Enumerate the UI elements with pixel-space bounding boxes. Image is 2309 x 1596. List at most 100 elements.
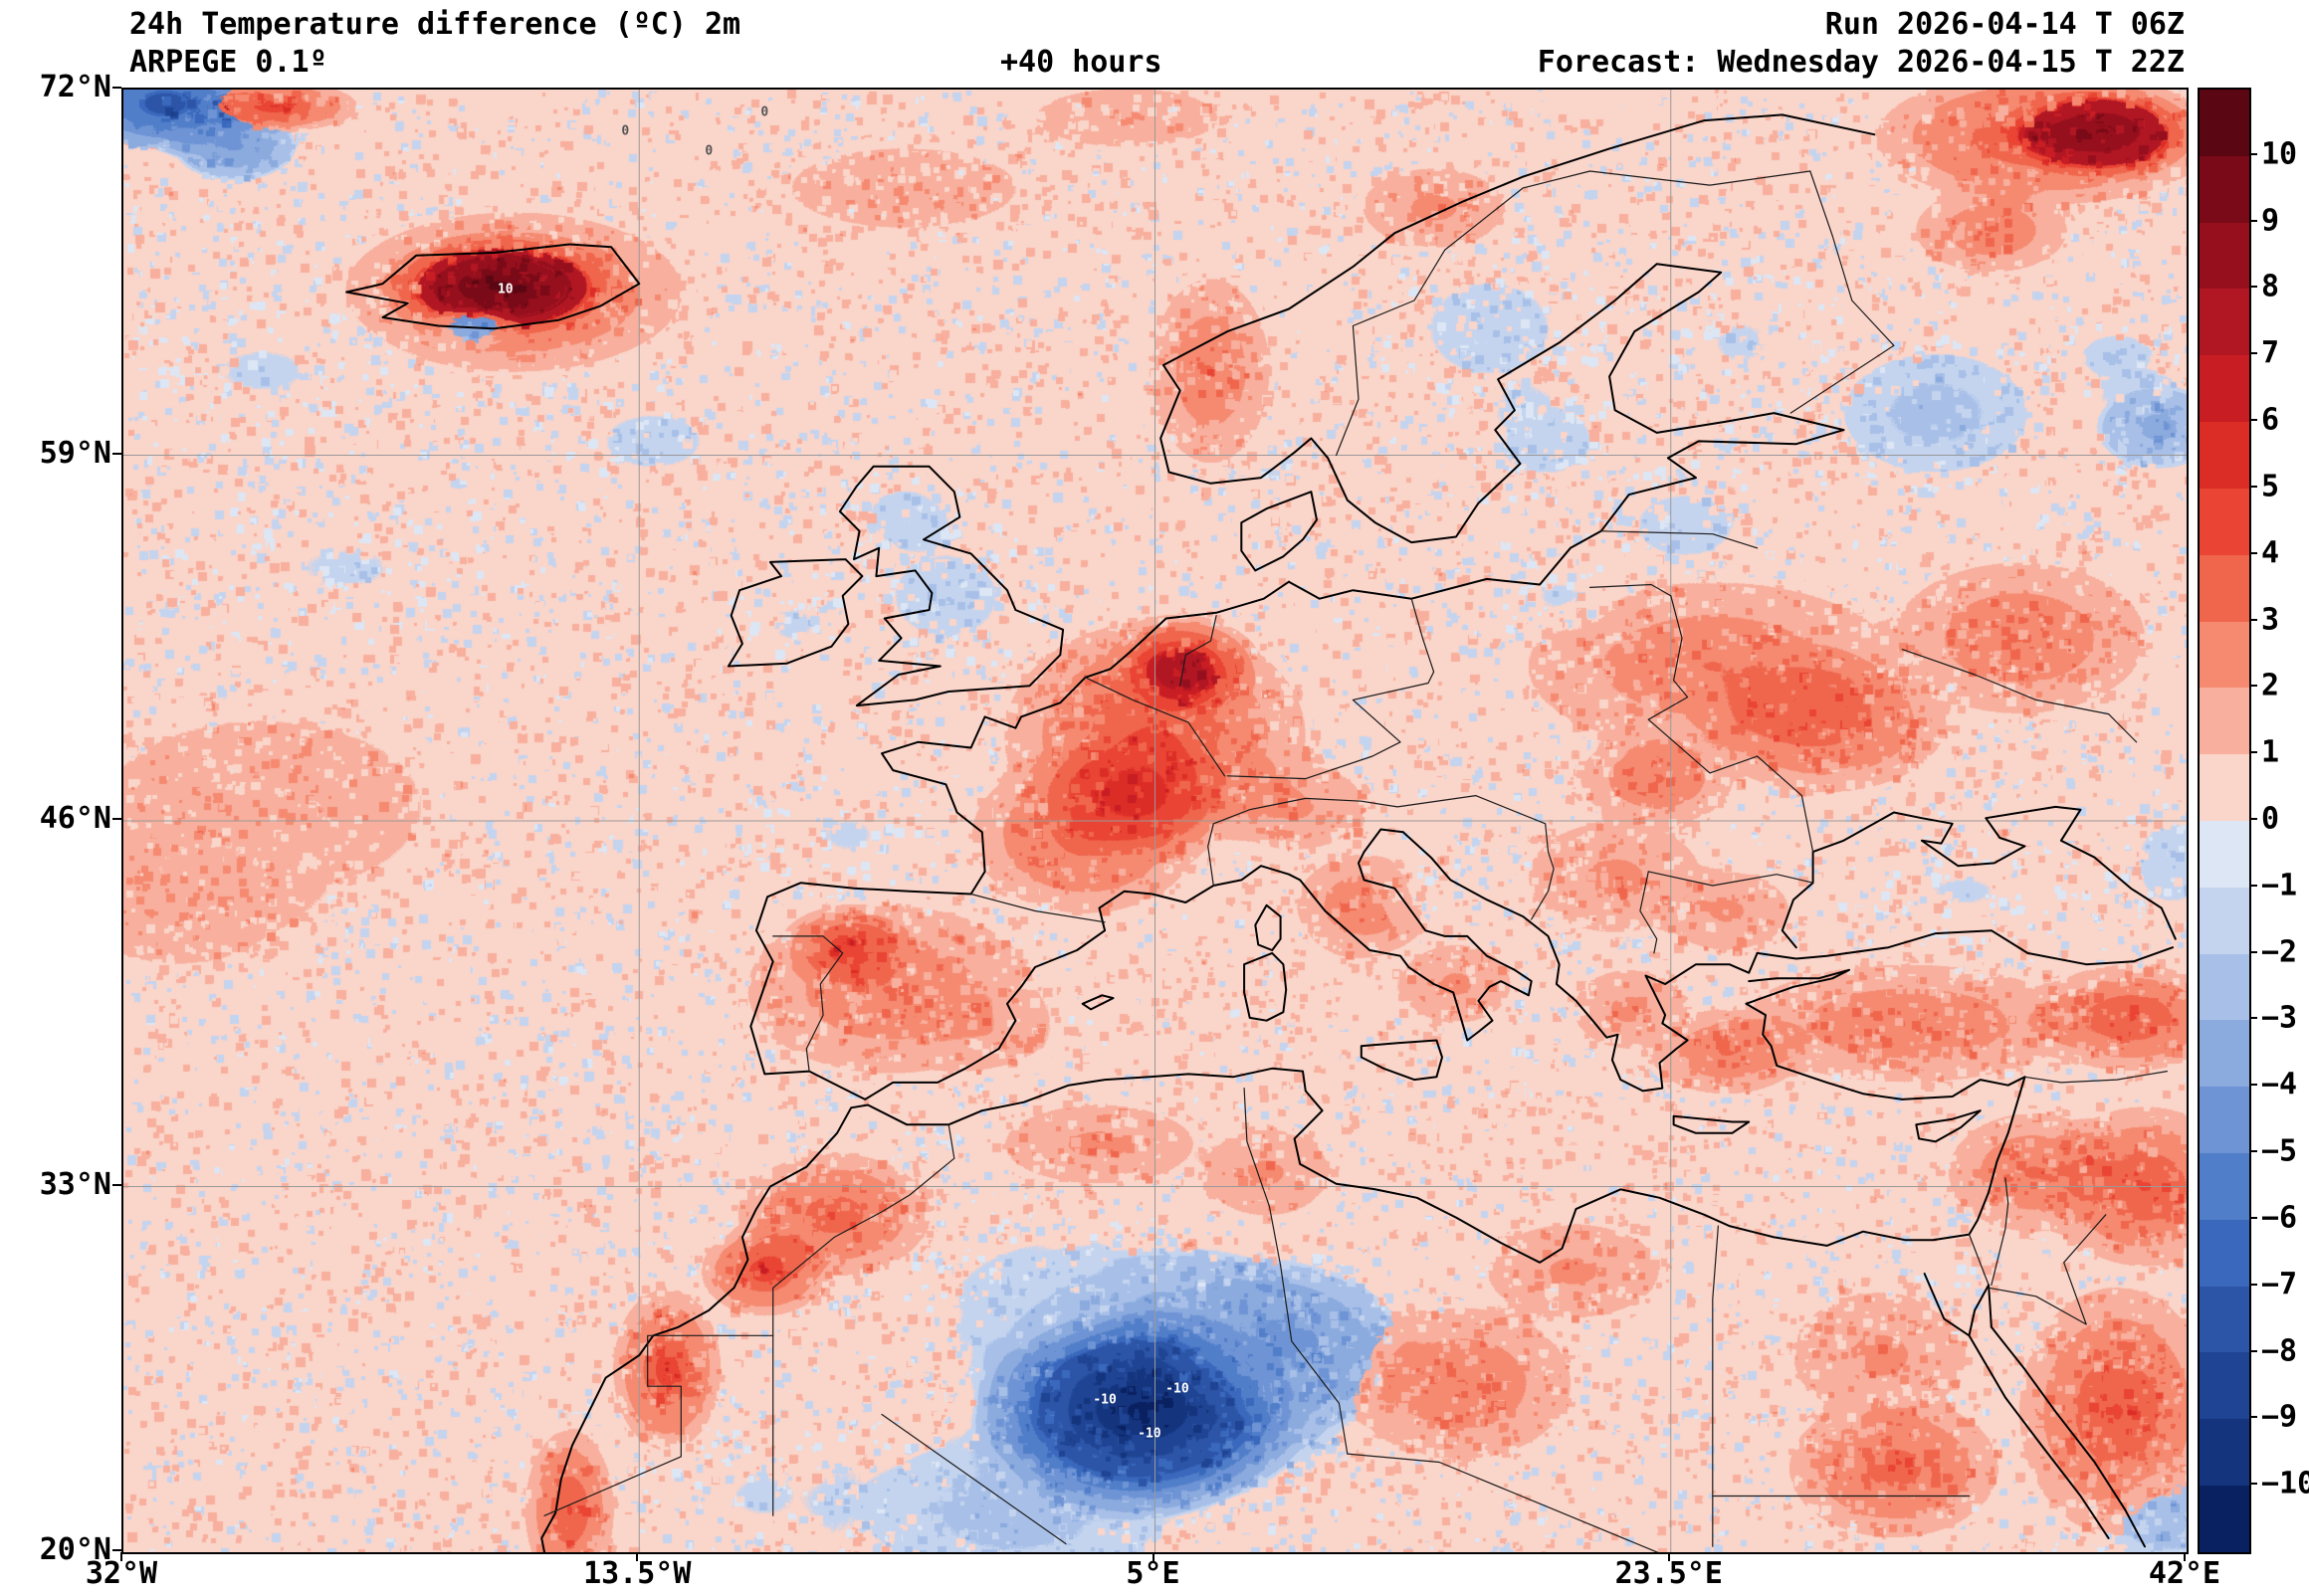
colorbar-tick-label: −8 <box>2261 1333 2298 1369</box>
colorbar-segment <box>2200 222 2249 290</box>
lat-tick-label: 72°N <box>39 70 111 104</box>
colorbar-tick-label: 10 <box>2261 136 2298 172</box>
coastline-path <box>1288 429 1845 600</box>
contour-value-label: 10 <box>497 282 514 298</box>
lon-tick-label: 42°E <box>2148 1556 2221 1591</box>
coastline-path <box>1968 1334 2110 1539</box>
country-border-path <box>2023 1070 2168 1084</box>
colorbar-segment <box>2200 554 2249 622</box>
lat-tick-label: 59°N <box>39 435 111 471</box>
country-border-path <box>1968 1233 1990 1287</box>
colorbar-segment <box>2200 1286 2249 1353</box>
colorbar-tick-label: −3 <box>2261 1000 2298 1036</box>
lon-tick-label: 5°E <box>1126 1556 1180 1591</box>
run-label: Run 2026-04-14 T 06Z <box>1824 7 2185 42</box>
colorbar-segment <box>2200 289 2249 356</box>
colorbar-segment <box>2200 953 2249 1021</box>
lat-tick-mark <box>112 87 121 89</box>
country-border-path <box>1588 583 1672 597</box>
lat-tick-mark <box>112 452 121 455</box>
lon-tick-label: 13.5°W <box>583 1556 692 1591</box>
lon-tick-label: 23.5°E <box>1614 1556 1723 1591</box>
coastline-path <box>1988 1284 2146 1548</box>
colorbar-tick-label: −5 <box>2261 1133 2298 1169</box>
model-label: ARPEGE 0.1º <box>129 45 327 80</box>
colorbar-tick-mark <box>2249 152 2257 155</box>
coastline-path <box>727 558 864 668</box>
colorbar-tick-mark <box>2249 950 2257 953</box>
lat-tick-mark <box>112 1183 121 1186</box>
country-border-path <box>1335 170 1811 457</box>
colorbar-tick-mark <box>2249 884 2257 887</box>
country-border-path <box>1991 1177 2009 1287</box>
contour-value-label: 0 <box>621 123 630 139</box>
lat-tick-mark <box>112 818 121 820</box>
colorbar-segment <box>2200 621 2249 689</box>
country-border-path <box>1789 170 1895 414</box>
colorbar-tick-label: −7 <box>2261 1267 2298 1302</box>
coastline-path <box>1923 1273 1991 1337</box>
lon-tick-mark <box>1152 1552 1154 1561</box>
colorbar-tick-mark <box>2249 1216 2257 1219</box>
contour-value-label: -10 <box>1138 1426 1161 1442</box>
colorbar <box>2198 88 2251 1554</box>
coastline-path <box>1745 968 2026 1100</box>
country-border-path <box>881 1413 1067 1545</box>
lon-tick-mark <box>1667 1552 1670 1561</box>
colorbar-tick-mark <box>2249 1483 2257 1486</box>
lat-tick-label: 33°N <box>39 1166 111 1202</box>
colorbar-segment <box>2200 422 2249 489</box>
colorbar-tick-label: 1 <box>2261 734 2280 770</box>
colorbar-tick-label: −2 <box>2261 934 2298 970</box>
colorbar-tick-mark <box>2249 685 2257 688</box>
colorbar-tick-mark <box>2249 419 2257 422</box>
colorbar-tick-mark <box>2249 1349 2257 1352</box>
colorbar-tick-mark <box>2249 286 2257 289</box>
colorbar-tick-mark <box>2249 1084 2257 1087</box>
country-border-path <box>1600 530 1759 549</box>
country-border-path <box>1084 677 1226 777</box>
colorbar-segment <box>2200 820 2249 888</box>
coastline-path <box>1299 828 1533 1042</box>
lon-tick-mark <box>2184 1552 2186 1561</box>
coastline-path <box>1360 1039 1443 1082</box>
country-border-path <box>772 1123 955 1336</box>
contour-value-label: 0 <box>760 104 769 120</box>
country-border-path <box>1639 871 1658 954</box>
country-border-path <box>543 1334 774 1516</box>
colorbar-segment <box>2200 90 2249 156</box>
colorbar-tick-mark <box>2249 1283 2257 1286</box>
colorbar-tick-mark <box>2249 219 2257 222</box>
colorbar-segment <box>2200 1020 2249 1088</box>
country-border-path <box>1712 1225 1720 1547</box>
colorbar-tick-mark <box>2249 751 2257 754</box>
contour-value-label: 0 <box>705 143 714 159</box>
coastline-path <box>749 580 1302 1100</box>
colorbar-tick-label: 7 <box>2261 335 2280 371</box>
colorbar-tick-label: 3 <box>2261 602 2280 638</box>
country-border-path <box>1179 614 1217 687</box>
coastline-path <box>345 243 641 330</box>
country-border-path <box>1647 871 1814 887</box>
colorbar-segment <box>2200 754 2249 821</box>
colorbar-tick-mark <box>2249 551 2257 554</box>
colorbar-tick-mark <box>2249 1416 2257 1419</box>
lat-tick-mark <box>112 1549 121 1551</box>
colorbar-segment <box>2200 688 2249 755</box>
contour-value-label: -10 <box>1165 1381 1189 1397</box>
colorbar-tick-label: 4 <box>2261 535 2280 571</box>
lon-tick-label: 32°W <box>85 1556 158 1591</box>
coastline-path <box>1159 113 1876 474</box>
map-plot-area: 0 0 0 10 -10 -10 -10 <box>121 88 2189 1554</box>
coastline-path <box>1081 994 1115 1011</box>
country-border-path <box>1647 595 1689 720</box>
colorbar-tick-label: 6 <box>2261 402 2280 438</box>
colorbar-tick-label: −6 <box>2261 1200 2298 1236</box>
colorbar-tick-mark <box>2249 618 2257 621</box>
coastline-path <box>1240 491 1318 572</box>
colorbar-tick-mark <box>2249 1150 2257 1153</box>
country-border-path <box>1279 1265 1349 1455</box>
country-border-path <box>1207 794 1477 887</box>
country-border-path <box>1988 1214 2107 1325</box>
